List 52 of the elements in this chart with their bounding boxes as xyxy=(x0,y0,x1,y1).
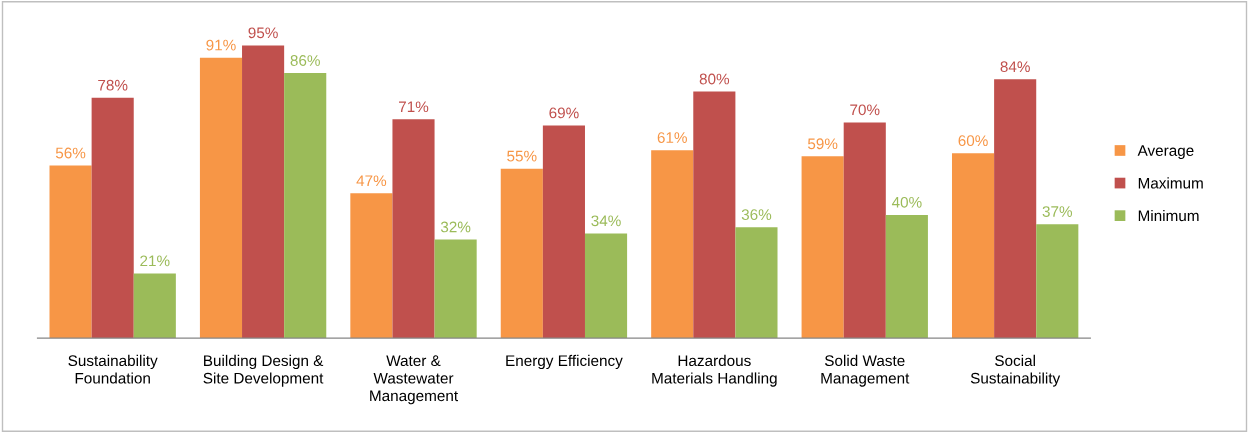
data-label: 91% xyxy=(206,39,236,51)
bar xyxy=(199,57,243,339)
data-label: 60% xyxy=(958,135,988,147)
data-label: 36% xyxy=(741,209,772,221)
bar xyxy=(584,233,628,339)
x-tick-label: Sustainability Foundation xyxy=(68,354,158,384)
bar xyxy=(951,153,995,339)
x-tick-label: Solid Waste Management xyxy=(821,354,910,387)
legend-label: Average xyxy=(1137,145,1194,159)
data-label: 21% xyxy=(140,255,170,267)
data-label: 40% xyxy=(891,196,922,208)
data-label: 34% xyxy=(591,215,621,227)
data-label: 37% xyxy=(1042,206,1073,217)
data-label: 71% xyxy=(399,101,429,113)
bar xyxy=(49,165,92,339)
data-label: 56% xyxy=(55,147,86,159)
bar xyxy=(801,156,844,339)
bar xyxy=(434,239,477,339)
bar xyxy=(885,214,928,339)
data-label: 32% xyxy=(440,221,471,233)
data-label: 55% xyxy=(507,150,537,162)
legend-label: Minimum xyxy=(1138,209,1199,222)
data-label: 61% xyxy=(657,132,687,143)
data-label: 70% xyxy=(850,104,880,116)
bar xyxy=(693,91,736,339)
bar xyxy=(392,119,435,339)
data-label: 47% xyxy=(356,175,387,187)
data-label: 78% xyxy=(98,79,128,91)
data-label: 69% xyxy=(549,107,579,119)
bar xyxy=(1036,224,1079,339)
data-label: 80% xyxy=(699,73,730,85)
bar xyxy=(542,125,585,339)
bar xyxy=(500,168,543,339)
bar xyxy=(843,122,886,339)
bar xyxy=(994,79,1037,339)
data-label: 95% xyxy=(248,27,278,39)
bar xyxy=(284,73,327,339)
x-tick-label: Social Sustainability xyxy=(970,354,1061,387)
legend-label: Maximum xyxy=(1138,177,1203,189)
data-label: 86% xyxy=(290,55,320,66)
bar xyxy=(133,273,176,339)
data-label: 84% xyxy=(1000,61,1030,73)
x-tick-label: Energy Efficiency xyxy=(506,354,623,370)
x-tick-label: Building Design & Site Development xyxy=(203,354,324,387)
bar xyxy=(242,45,285,339)
x-tick-label: Water & Wastewater Management xyxy=(370,355,458,405)
bar xyxy=(735,227,778,339)
bar xyxy=(350,193,393,339)
bar xyxy=(651,150,694,339)
bar xyxy=(91,97,134,339)
data-label: 59% xyxy=(807,138,838,150)
x-tick-label: Hazardous Materials Handling xyxy=(652,354,777,387)
